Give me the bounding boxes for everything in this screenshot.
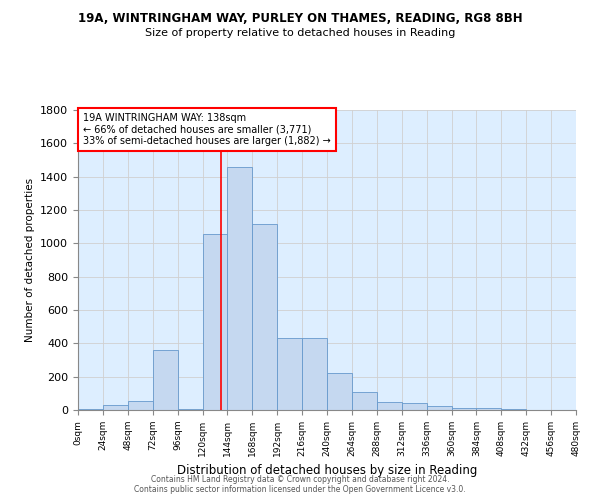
Bar (103, 405, 128, 410)
Bar (78, 409, 103, 410)
Bar (227, 166, 253, 410)
Bar (327, 374, 352, 410)
Bar (178, 409, 203, 410)
Bar (377, 402, 402, 410)
Y-axis label: Number of detached properties: Number of detached properties (25, 178, 35, 342)
Text: 19A WINTRINGHAM WAY: 138sqm
← 66% of detached houses are smaller (3,771)
33% of : 19A WINTRINGHAM WAY: 138sqm ← 66% of det… (83, 113, 331, 146)
Bar (128, 401, 153, 410)
X-axis label: Distribution of detached houses by size in Reading: Distribution of detached houses by size … (177, 464, 477, 477)
Bar (253, 224, 277, 410)
Bar (352, 392, 377, 410)
Text: Size of property relative to detached houses in Reading: Size of property relative to detached ho… (145, 28, 455, 38)
Bar (502, 409, 526, 410)
Bar (476, 408, 502, 410)
Bar (452, 408, 476, 410)
Bar (402, 404, 427, 410)
Bar (203, 234, 227, 410)
Bar (152, 350, 178, 410)
Text: 19A, WINTRINGHAM WAY, PURLEY ON THAMES, READING, RG8 8BH: 19A, WINTRINGHAM WAY, PURLEY ON THAMES, … (77, 12, 523, 26)
Bar (427, 406, 452, 410)
Text: Contains HM Land Registry data © Crown copyright and database right 2024.
Contai: Contains HM Land Registry data © Crown c… (134, 474, 466, 494)
Bar (302, 338, 327, 410)
Bar (277, 338, 302, 410)
